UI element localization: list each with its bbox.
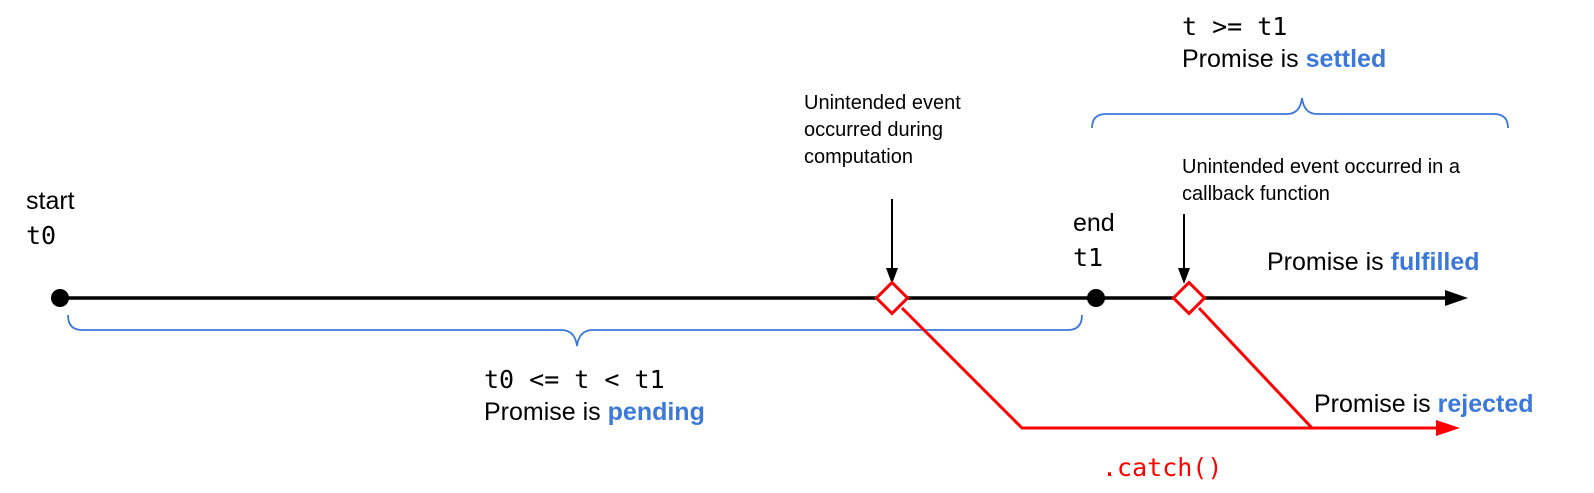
settled-brace [1091, 97, 1509, 129]
event-callback-arrowhead [1178, 268, 1190, 284]
event-callback-line2: callback function [1182, 183, 1330, 205]
end-point [1087, 289, 1105, 307]
rejected-keyword: rejected [1437, 390, 1534, 418]
event-callback-line1: Unintended event occurred in a [1182, 156, 1460, 178]
end-time-label: t1 [1073, 243, 1104, 272]
event-computation-line3: computation [804, 146, 913, 168]
reject-path-computation [900, 306, 1440, 430]
event-callback-diamond [1171, 280, 1207, 316]
timeline-arrowhead [1445, 290, 1468, 306]
pending-brace [67, 314, 1083, 347]
reject-path-callback [1197, 306, 1314, 430]
settled-condition: t >= t1 [1182, 12, 1288, 41]
event-computation-diamond [874, 280, 910, 316]
fulfilled-status: Promise is fulfilled [1267, 248, 1480, 276]
fulfilled-keyword: fulfilled [1390, 248, 1480, 276]
rejected-status: Promise is rejected [1314, 390, 1534, 418]
settled-keyword: settled [1305, 45, 1387, 73]
event-computation-line1: Unintended event [804, 92, 961, 114]
pending-keyword: pending [607, 398, 705, 426]
end-label: end [1073, 209, 1115, 237]
event-computation-line2: occurred during [804, 119, 943, 141]
event-computation-arrowhead [886, 268, 898, 284]
pending-condition: t0 <= t < t1 [484, 365, 665, 394]
settled-status: Promise is settled [1182, 45, 1387, 73]
start-time-label: t0 [26, 221, 57, 250]
catch-label: .catch() [1102, 453, 1223, 482]
start-label: start [26, 187, 75, 215]
start-point [51, 289, 69, 307]
reject-arrowhead [1436, 420, 1460, 436]
pending-status: Promise is pending [484, 398, 705, 426]
